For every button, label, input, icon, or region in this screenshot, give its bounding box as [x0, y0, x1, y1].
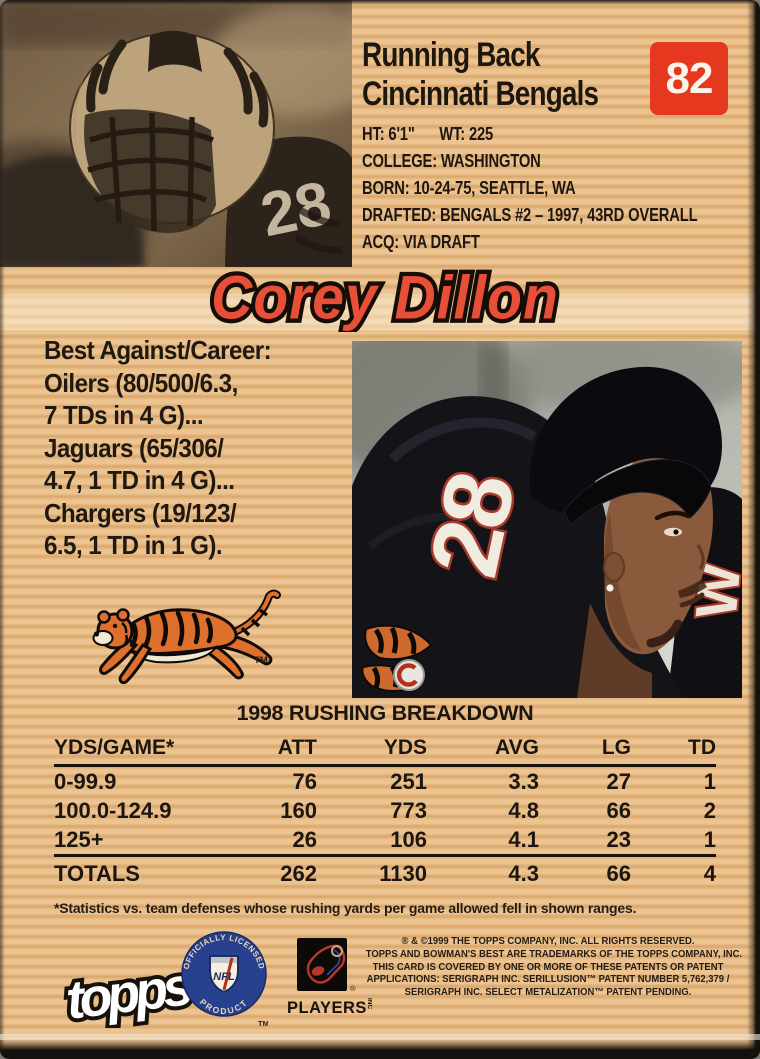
col-header: YDS/GAME*: [54, 736, 229, 767]
highlights-line: Best Against/Career:: [44, 335, 272, 365]
cell: 773: [390, 798, 427, 823]
cell: 76: [292, 769, 317, 794]
legal-line: TOPPS AND BOWMAN'S BEST ARE TRADEMARKS O…: [365, 948, 743, 960]
weight-value: WT: 225: [439, 124, 494, 144]
bengals-tiger-logo: TM: [88, 578, 298, 698]
college-line: COLLEGE: WASHINGTON: [362, 151, 541, 171]
cell: 4.1: [508, 827, 539, 852]
cell: 100.0-124.9: [54, 798, 172, 823]
player-photo-sepia: 28: [0, 0, 390, 300]
highlights-line: Oilers (80/500/6.3,: [44, 367, 238, 398]
players-inc-logo: ® PLAYERS INC: [282, 938, 373, 1022]
stats-title: 1998 RUSHING BREAKDOWN: [236, 701, 534, 725]
player-name-illustration: Corey Dillon: [207, 258, 562, 336]
scan-edge-top: [0, 0, 760, 5]
cell: 0-99.9: [54, 769, 117, 794]
position-label: Running Back: [362, 36, 540, 74]
cell: 1: [703, 827, 716, 852]
cell: 3.3: [508, 769, 539, 794]
born-line: BORN: 10-24-75, SEATTLE, WA: [362, 178, 576, 198]
cell: 262: [229, 854, 317, 891]
nfl-licensed-logo: OFFICIALLY LICENSED PRODUCT NFL TM: [180, 930, 269, 1030]
players-inc-icon: ® PLAYERS INC: [287, 938, 373, 1017]
cell: 1130: [317, 854, 427, 891]
players-registered-mark: ®: [350, 984, 356, 993]
cell: 2: [703, 798, 716, 823]
cell: 1: [703, 769, 716, 794]
col-header: TD: [631, 736, 716, 767]
table-row: 0-99.9 76 251 3.3 27 1: [54, 766, 716, 797]
stats-footnote: *Statistics vs. team defenses whose rush…: [54, 900, 637, 916]
highlights-line: 7 TDs in 4 G)...: [44, 400, 204, 430]
cell: 4.3: [427, 854, 539, 891]
scan-edge-bottom: [0, 1039, 760, 1059]
cell: 26: [292, 827, 317, 852]
cell: 4: [631, 854, 716, 891]
main-jersey-number: 28: [410, 465, 536, 585]
topps-logo-icon: topps ®: [59, 952, 225, 1035]
nfl-trademark: TM: [258, 1019, 268, 1028]
cell: 23: [606, 827, 631, 852]
scan-edge-bottom-highlight: [0, 1034, 760, 1040]
col-header: AVG: [427, 736, 539, 767]
sleeve-tiger-patch: [361, 624, 433, 692]
table-totals-row: TOTALS 262 1130 4.3 66 4: [54, 854, 716, 891]
cell: 66: [539, 854, 631, 891]
highlights-line: 4.7, 1 TD in 4 G)...: [44, 465, 235, 495]
stats-section: 1998 RUSHING BREAKDOWN YDS/GAME* ATT YDS…: [54, 701, 716, 916]
cell: 66: [606, 798, 631, 823]
table-row: 100.0-124.9 160 773 4.8 66 2: [54, 796, 716, 825]
col-header: ATT: [229, 736, 317, 767]
players-inc-text: INC: [366, 998, 372, 1010]
cell: TOTALS: [54, 854, 229, 891]
rushing-breakdown-table: YDS/GAME* ATT YDS AVG LG TD 0-99.9 76 25…: [54, 736, 716, 891]
player-name: Corey Dillon: [211, 262, 559, 332]
drafted-line: DRAFTED: BENGALS #2 – 1997, 43RD OVERALL: [362, 205, 698, 225]
cell: 4.8: [508, 798, 539, 823]
scan-edge-left: [0, 0, 5, 1059]
nfl-shield-text: NFL: [213, 971, 235, 983]
height-value: HT: 6'1": [362, 124, 415, 144]
tiger-trademark: TM: [254, 655, 268, 666]
highlights-line: Chargers (19/123/: [44, 497, 237, 528]
cell: 160: [280, 798, 317, 823]
cell: 106: [390, 827, 427, 852]
legal-line: ® & ©1999 THE TOPPS COMPANY, INC. ALL RI…: [401, 936, 695, 947]
main-photo-illustration: W 28: [312, 321, 760, 721]
player-photo-main: W 28: [312, 321, 760, 721]
sepia-photo-illustration: 28: [0, 0, 390, 300]
legal-text-block: ® & ©1999 THE TOPPS COMPANY, INC. ALL RI…: [352, 936, 744, 1000]
legal-line: THIS CARD IS COVERED BY ONE OR MORE OF T…: [372, 961, 724, 973]
bengals-tiger-icon: TM: [92, 589, 281, 685]
acquired-line: ACQ: VIA DRAFT: [362, 232, 480, 252]
topps-wordmark: topps: [63, 956, 195, 1028]
height-weight-line: HT: 6'1" WT: 225: [362, 121, 678, 148]
team-label: Cincinnati Bengals: [362, 75, 599, 113]
table-header-row: YDS/GAME* ATT YDS AVG LG TD: [54, 736, 716, 767]
player-name-script: Corey Dillon: [145, 258, 625, 336]
legal-line: SERIGRAPH INC. SELECT METALIZATION™ PATE…: [404, 987, 692, 999]
scan-edge-right: [747, 0, 760, 1059]
cell: 125+: [54, 827, 104, 852]
legal-line: APPLICATIONS: SERIGRAPH INC. SERILLUSION…: [366, 974, 730, 986]
highlights-paragraph: Best Against/Career: Oilers (80/500/6.3,…: [44, 334, 374, 562]
sepia-jersey-number: 28: [255, 168, 337, 250]
name-highlight-band: [0, 294, 760, 330]
highlights-line: Jaguars (65/306/: [44, 432, 224, 463]
cell: 27: [606, 769, 631, 794]
player-info-block: Running Back Cincinnati Bengals HT: 6'1"…: [362, 36, 747, 256]
card-number-badge: 82: [650, 42, 728, 115]
col-header: LG: [539, 736, 631, 767]
card-number: 82: [665, 53, 714, 103]
players-wordmark: PLAYERS: [287, 999, 367, 1017]
nfl-shield-icon: OFFICIALLY LICENSED PRODUCT NFL TM: [181, 931, 269, 1028]
topps-logo: topps ®: [56, 948, 234, 1035]
cell: 251: [390, 769, 427, 794]
table-row: 125+ 26 106 4.1 23 1: [54, 825, 716, 856]
col-header: YDS: [317, 736, 427, 767]
highlights-line: 6.5, 1 TD in 1 G).: [44, 530, 223, 560]
